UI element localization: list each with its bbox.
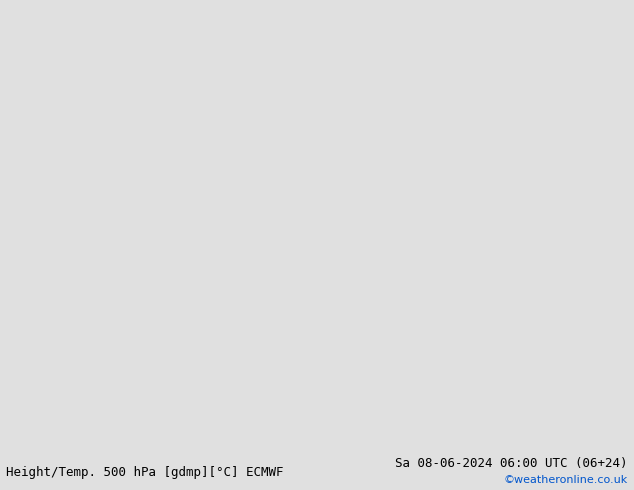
Text: Height/Temp. 500 hPa [gdmp][°C] ECMWF: Height/Temp. 500 hPa [gdmp][°C] ECMWF [6, 466, 284, 479]
Text: ©weatheronline.co.uk: ©weatheronline.co.uk [503, 475, 628, 485]
Text: Sa 08-06-2024 06:00 UTC (06+24): Sa 08-06-2024 06:00 UTC (06+24) [395, 457, 628, 469]
